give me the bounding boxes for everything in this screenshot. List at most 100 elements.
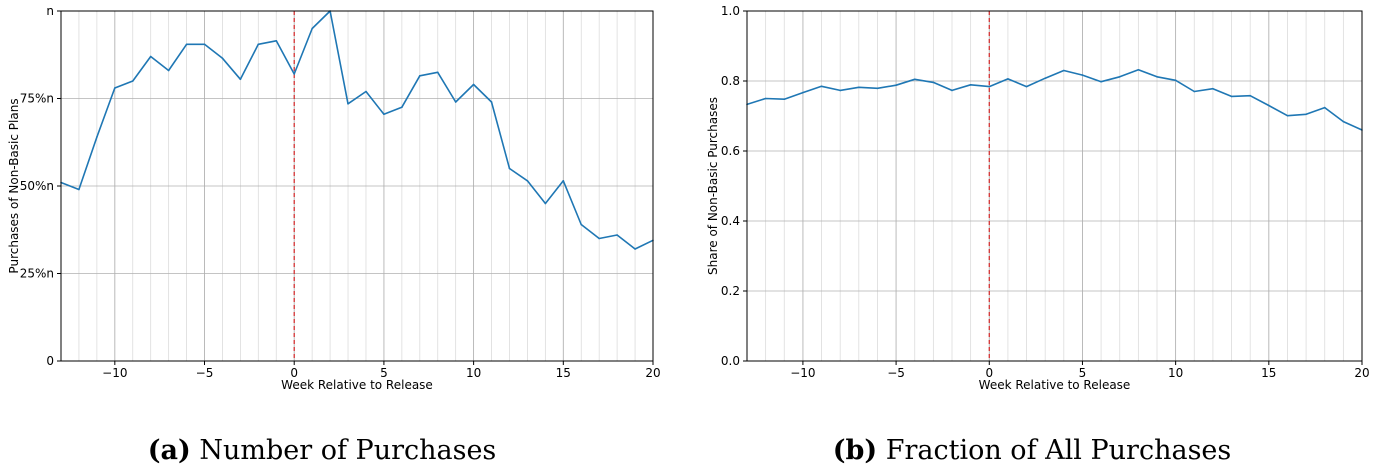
- y-tick-label: 0.4: [721, 214, 740, 228]
- data-point: [951, 89, 953, 92]
- data-point: [472, 83, 475, 86]
- data-point: [988, 85, 991, 88]
- data-point: [293, 73, 296, 75]
- x-tick-label: 0: [985, 366, 993, 380]
- y-tick-label: 75%n: [20, 92, 54, 106]
- data-point: [1063, 69, 1065, 72]
- x-tick-label: −10: [790, 366, 815, 380]
- data-point: [365, 90, 367, 93]
- data-point: [1268, 104, 1270, 107]
- data-point: [1286, 114, 1289, 117]
- plot-frame: [746, 10, 1363, 362]
- subfigure-caption: (a) Number of Purchases: [148, 435, 497, 466]
- data-point: [275, 39, 278, 42]
- data-point: [526, 179, 529, 182]
- x-tick-label: −10: [102, 366, 127, 380]
- x-tick-label: −5: [196, 366, 214, 380]
- data-point: [1025, 85, 1028, 88]
- data-point: [149, 55, 152, 58]
- series-line: [746, 69, 1363, 131]
- x-tick-label: −5: [887, 366, 905, 380]
- data-point: [78, 188, 80, 191]
- x-tick-label: 5: [380, 366, 388, 380]
- caption-label: (b): [833, 435, 877, 466]
- data-point: [839, 89, 841, 92]
- data-point: [401, 106, 403, 109]
- data-point: [436, 71, 439, 74]
- data-point: [932, 81, 935, 84]
- data-point: [544, 202, 547, 205]
- subfigure-caption: (b) Fraction of All Purchases: [833, 435, 1232, 466]
- y-tick-label: 0.0: [721, 354, 740, 368]
- x-axis-label: Week Relative to Release: [979, 378, 1131, 392]
- caption-label: (a): [148, 435, 191, 466]
- y-tick-label: 0.2: [721, 284, 740, 298]
- data-point: [1342, 120, 1345, 123]
- data-point: [783, 98, 786, 100]
- data-point: [221, 57, 224, 60]
- series-line: [60, 10, 654, 250]
- y-tick-label: 0: [46, 354, 54, 368]
- x-tick-label: 10: [1168, 366, 1183, 380]
- data-point: [969, 84, 972, 86]
- data-point: [1100, 80, 1102, 83]
- x-tick-label: 20: [1354, 366, 1369, 380]
- data-point: [311, 27, 313, 30]
- data-point: [562, 179, 565, 182]
- data-point: [616, 234, 618, 236]
- data-point: [598, 237, 600, 240]
- data-point: [1249, 94, 1251, 97]
- data-point: [1118, 76, 1121, 78]
- y-tick-label: 0.8: [721, 74, 740, 88]
- data-point: [239, 78, 242, 81]
- data-point: [1193, 90, 1196, 93]
- chart-a: −10 −5 0 5 10 15 20 0 25%n 50%n 75%n n Week Relative…: [7, 4, 661, 466]
- y-tick-label: 1.0: [721, 4, 740, 18]
- data-point: [347, 102, 349, 105]
- data-point: [1081, 74, 1084, 76]
- chart-b: −10 −5 0 5 10 15 20 0.0 0.2 0.4 0.6 0.8 1.0 Week Rela…: [706, 4, 1370, 466]
- data-point: [1323, 106, 1326, 109]
- data-point: [820, 85, 823, 88]
- data-point: [1007, 78, 1009, 80]
- data-point: [1230, 95, 1233, 98]
- y-tick-label: 0.6: [721, 144, 740, 158]
- data-point: [895, 84, 897, 86]
- data-point: [580, 223, 583, 226]
- x-tick-label: 15: [556, 366, 571, 380]
- data-point: [203, 43, 206, 46]
- data-point: [1156, 76, 1158, 78]
- data-point: [383, 113, 385, 116]
- data-point: [96, 136, 98, 138]
- data-point: [1305, 113, 1307, 116]
- data-point: [1174, 79, 1177, 82]
- data-point: [913, 78, 916, 81]
- data-point: [114, 87, 116, 89]
- x-tick-label: 0: [290, 366, 298, 380]
- x-axis-label: Week Relative to Release: [281, 378, 433, 392]
- data-point: [508, 167, 511, 170]
- y-tick-label: 25%n: [20, 267, 54, 281]
- data-point: [1044, 77, 1046, 79]
- data-point: [167, 69, 170, 72]
- data-point: [257, 43, 260, 46]
- x-tick-label: 15: [1261, 366, 1276, 380]
- x-tick-label: 5: [1079, 366, 1087, 380]
- y-axis-label: Purchases of Non-Basic Plans: [7, 98, 21, 273]
- data-point: [131, 80, 134, 82]
- data-point: [490, 101, 493, 103]
- x-tick-label: 20: [645, 366, 660, 380]
- data-point: [634, 248, 636, 250]
- y-tick-label: 50%n: [20, 179, 54, 193]
- data-point: [858, 86, 860, 89]
- data-point: [418, 74, 421, 77]
- data-point: [185, 43, 188, 46]
- data-point: [1137, 69, 1140, 71]
- data-point: [764, 97, 767, 100]
- caption-text: Fraction of All Purchases: [877, 435, 1231, 466]
- data-point: [876, 87, 879, 90]
- y-tick-label: n: [46, 4, 54, 18]
- data-point: [1212, 87, 1214, 90]
- data-point: [454, 101, 457, 103]
